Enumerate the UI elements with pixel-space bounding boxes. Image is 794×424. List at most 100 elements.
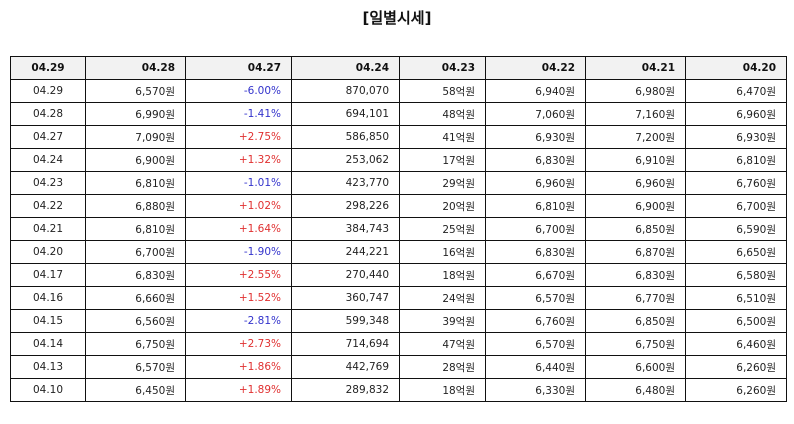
table-cell: 6,770원 <box>585 286 686 310</box>
table-cell: 6,650원 <box>685 240 787 264</box>
table-cell: 6,960원 <box>585 171 686 195</box>
column-header: 04.29 <box>10 56 86 80</box>
table-cell: 6,810원 <box>685 148 787 172</box>
change-rate-cell: -1.01% <box>185 171 292 195</box>
table-cell: 289,832 <box>291 378 400 402</box>
table-row: 04.13 6,570원 +1.86% 442,769 28억원 6,440원 6,600원… <box>10 355 787 379</box>
change-rate-cell: -1.41% <box>185 102 292 126</box>
table-cell: 04.29 <box>10 79 86 103</box>
table-cell: 6,600원 <box>585 355 686 379</box>
table-cell: 6,930원 <box>685 125 787 149</box>
column-header: 04.22 <box>485 56 586 80</box>
table-cell: 6,460원 <box>685 332 787 356</box>
table-cell: 28억원 <box>399 355 486 379</box>
table-cell: 6,660원 <box>85 286 186 310</box>
table-cell: 360,747 <box>291 286 400 310</box>
table-cell: 18억원 <box>399 378 486 402</box>
table-cell: 270,440 <box>291 263 400 287</box>
daily-price-table: 04.29 04.28 04.27 04.24 04.23 04.22 04.21 04.20… <box>10 56 787 402</box>
table-cell: 7,060원 <box>485 102 586 126</box>
table-cell: 6,260원 <box>685 355 787 379</box>
table-cell: 6,810원 <box>85 171 186 195</box>
table-cell: 586,850 <box>291 125 400 149</box>
table-cell: 6,810원 <box>485 194 586 218</box>
page-title: [일별시세] <box>362 9 432 27</box>
table-cell: 694,101 <box>291 102 400 126</box>
table-row: 04.23 6,810원 -1.01% 423,770 29억원 6,960원 6,960원… <box>10 171 787 195</box>
table-cell: 17억원 <box>399 148 486 172</box>
column-header: 04.20 <box>685 56 787 80</box>
table-row: 04.27 7,090원 +2.75% 586,850 41억원 6,930원 7,200원… <box>10 125 787 149</box>
table-cell: 58억원 <box>399 79 486 103</box>
table-cell: 6,900원 <box>585 194 686 218</box>
change-rate-cell: +1.52% <box>185 286 292 310</box>
table-body: 04.29 6,570원 -6.00% 870,070 58억원 6,940원 6,980원… <box>10 79 787 402</box>
table-cell: 6,750원 <box>585 332 686 356</box>
table-cell: 6,830원 <box>85 263 186 287</box>
table-cell: 6,940원 <box>485 79 586 103</box>
table-cell: 870,070 <box>291 79 400 103</box>
table-cell: 6,810원 <box>85 217 186 241</box>
table-cell: 04.10 <box>10 378 86 402</box>
table-cell: 244,221 <box>291 240 400 264</box>
table-cell: 04.21 <box>10 217 86 241</box>
table-cell: 6,960원 <box>485 171 586 195</box>
table-cell: 25억원 <box>399 217 486 241</box>
change-rate-cell: +2.75% <box>185 125 292 149</box>
table-cell: 6,700원 <box>685 194 787 218</box>
table-cell: 04.15 <box>10 309 86 333</box>
table-row: 04.20 6,700원 -1.90% 244,221 16억원 6,830원 6,870원… <box>10 240 787 264</box>
table-row: 04.29 6,570원 -6.00% 870,070 58억원 6,940원 6,980원… <box>10 79 787 103</box>
change-rate-cell: -6.00% <box>185 79 292 103</box>
table-cell: 6,910원 <box>585 148 686 172</box>
column-header: 04.21 <box>585 56 686 80</box>
table-cell: 7,160원 <box>585 102 686 126</box>
column-header: 04.23 <box>399 56 486 80</box>
table-cell: 6,700원 <box>85 240 186 264</box>
table-cell: 6,830원 <box>485 240 586 264</box>
table-cell: 6,990원 <box>85 102 186 126</box>
table-cell: 04.20 <box>10 240 86 264</box>
table-cell: 442,769 <box>291 355 400 379</box>
table-cell: 24억원 <box>399 286 486 310</box>
table-cell: 6,330원 <box>485 378 586 402</box>
table-cell: 6,510원 <box>685 286 787 310</box>
table-row: 04.21 6,810원 +1.64% 384,743 25억원 6,700원 6,850원… <box>10 217 787 241</box>
table-cell: 04.16 <box>10 286 86 310</box>
table-cell: 6,870원 <box>585 240 686 264</box>
table-cell: 6,570원 <box>85 355 186 379</box>
table-cell: 6,260원 <box>685 378 787 402</box>
table-cell: 7,090원 <box>85 125 186 149</box>
table-cell: 6,850원 <box>585 217 686 241</box>
table-cell: 04.13 <box>10 355 86 379</box>
table-cell: 6,850원 <box>585 309 686 333</box>
table-cell: 20억원 <box>399 194 486 218</box>
table-row: 04.22 6,880원 +1.02% 298,226 20억원 6,810원 6,900원… <box>10 194 787 218</box>
table-cell: 04.24 <box>10 148 86 172</box>
table-cell: 6,760원 <box>685 171 787 195</box>
table-cell: 599,348 <box>291 309 400 333</box>
table-cell: 6,760원 <box>485 309 586 333</box>
header-row: 04.29 04.28 04.27 04.24 04.23 04.22 04.21 04.20 <box>10 56 787 80</box>
table-cell: 6,470원 <box>685 79 787 103</box>
change-rate-cell: +1.89% <box>185 378 292 402</box>
table-cell: 6,570원 <box>485 286 586 310</box>
table-cell: 29억원 <box>399 171 486 195</box>
table-row: 04.24 6,900원 +1.32% 253,062 17억원 6,830원 6,910원… <box>10 148 787 172</box>
table-cell: 6,440원 <box>485 355 586 379</box>
column-header: 04.28 <box>85 56 186 80</box>
table-cell: 384,743 <box>291 217 400 241</box>
table-cell: 04.22 <box>10 194 86 218</box>
table-cell: 47억원 <box>399 332 486 356</box>
table-cell: 04.17 <box>10 263 86 287</box>
table-cell: 253,062 <box>291 148 400 172</box>
change-rate-cell: +1.32% <box>185 148 292 172</box>
table-row: 04.10 6,450원 +1.89% 289,832 18억원 6,330원 6,480원… <box>10 378 787 402</box>
change-rate-cell: +1.02% <box>185 194 292 218</box>
table-cell: 6,900원 <box>85 148 186 172</box>
table-cell: 6,750원 <box>85 332 186 356</box>
table-cell: 6,830원 <box>585 263 686 287</box>
table-cell: 6,960원 <box>685 102 787 126</box>
change-rate-cell: +1.86% <box>185 355 292 379</box>
table-cell: 6,980원 <box>585 79 686 103</box>
